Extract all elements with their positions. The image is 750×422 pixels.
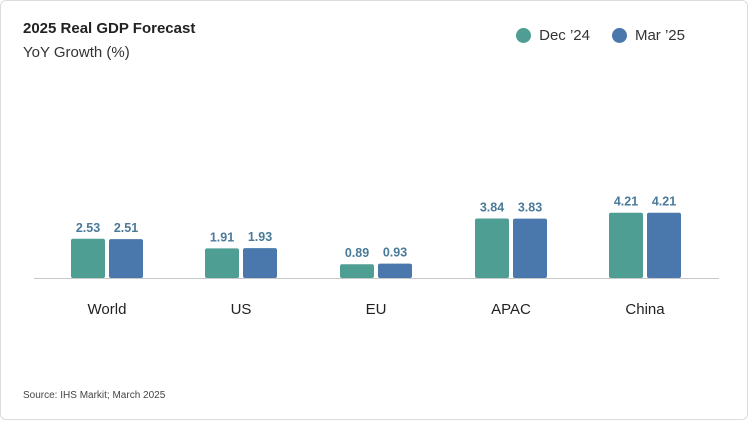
- bar-eu-mar-25: [378, 263, 412, 278]
- value-label-world-mar-25: 2.51: [114, 221, 138, 235]
- category-label-world: World: [88, 301, 127, 318]
- value-label-apac-dec-24: 3.84: [480, 200, 504, 214]
- bar-world-dec-24: [71, 238, 105, 278]
- legend-swatch-mar-25: [611, 28, 627, 43]
- bar-apac-dec-24: [475, 218, 509, 278]
- value-label-china-dec-24: 4.21: [614, 195, 638, 209]
- legend-label-dec-24: Dec ’24: [539, 27, 590, 44]
- legend-item-mar-25: Mar ’25: [611, 27, 685, 44]
- value-label-apac-mar-25: 3.83: [518, 201, 542, 215]
- bar-us-dec-24: [205, 248, 239, 278]
- category-label-eu: EU: [366, 301, 387, 318]
- value-label-eu-mar-25: 0.93: [383, 246, 407, 260]
- legend-swatch-dec-24: [516, 28, 532, 43]
- value-label-eu-dec-24: 0.89: [345, 246, 369, 260]
- bar-china-dec-24: [609, 212, 643, 278]
- bar-apac-mar-25: [513, 218, 547, 278]
- bar-eu-dec-24: [340, 264, 374, 278]
- legend-item-dec-24: Dec ’24: [516, 27, 590, 44]
- value-label-china-mar-25: 4.21: [652, 195, 676, 209]
- legend-label-mar-25: Mar ’25: [634, 27, 685, 44]
- category-label-apac: APAC: [491, 301, 531, 318]
- category-label-us: US: [231, 301, 252, 318]
- bar-world-mar-25: [109, 239, 143, 278]
- value-label-us-mar-25: 1.93: [248, 230, 272, 244]
- value-label-us-dec-24: 1.91: [210, 230, 234, 244]
- bar-us-mar-25: [243, 248, 277, 278]
- source-note: Source: IHS Markit; March 2025: [23, 390, 166, 401]
- chart-subtitle: YoY Growth (%): [23, 44, 130, 61]
- chart-title: 2025 Real GDP Forecast: [23, 20, 196, 37]
- bar-china-mar-25: [647, 212, 681, 278]
- chart-legend: Dec ’24 Mar ’25: [516, 27, 685, 44]
- value-label-world-dec-24: 2.53: [76, 221, 100, 235]
- category-label-china: China: [625, 301, 665, 318]
